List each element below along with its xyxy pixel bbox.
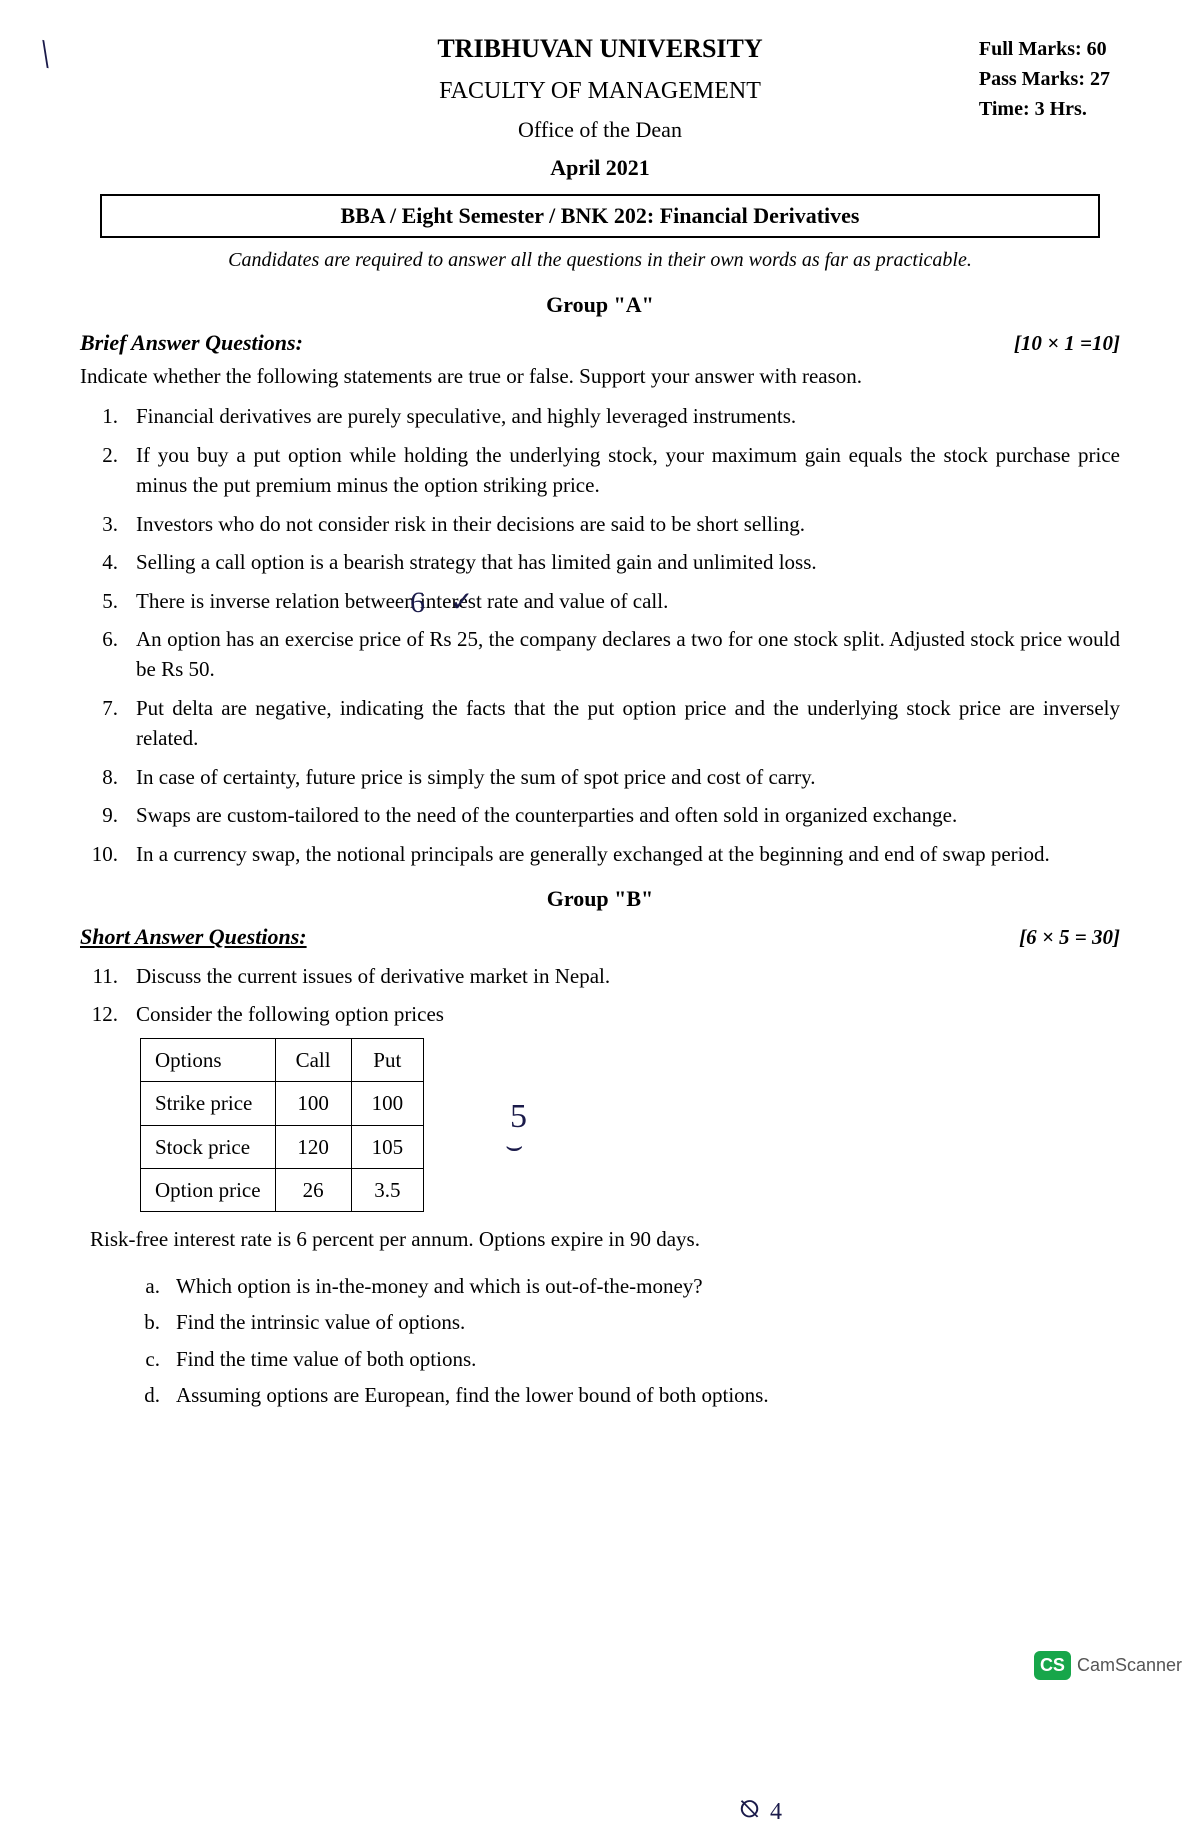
camscanner-text: CamScanner: [1077, 1655, 1182, 1676]
group-a-marks: [10 × 1 =10]: [1014, 328, 1120, 358]
table-cell: Call: [275, 1038, 351, 1081]
table-row: Stock price 120 105: [141, 1125, 424, 1168]
sub-text: Find the time value of both options.: [176, 1344, 476, 1374]
q-number: 10.: [90, 839, 118, 869]
q-text: Financial derivatives are purely specula…: [136, 401, 796, 431]
course-title-bar: BBA / Eight Semester / BNK 202: Financia…: [100, 194, 1100, 238]
list-item: 9. Swaps are custom-tailored to the need …: [90, 800, 1120, 830]
q-number: 9.: [90, 800, 118, 830]
group-a-note: Indicate whether the following statement…: [80, 361, 1120, 391]
q-text: There is inverse relation between intere…: [136, 586, 668, 616]
table-cell: 100: [351, 1082, 424, 1125]
q12-after-table-text: Risk-free interest rate is 6 percent per…: [90, 1224, 1120, 1254]
sub-letter: a.: [140, 1271, 160, 1301]
camscanner-badge-icon: CS: [1034, 1651, 1071, 1680]
sub-letter: b.: [140, 1307, 160, 1337]
table-cell: Options: [141, 1038, 276, 1081]
list-item: c. Find the time value of both options.: [140, 1344, 1120, 1374]
list-item: 5. There is inverse relation between inte…: [90, 586, 1120, 616]
q-text: Consider the following option prices: [136, 999, 444, 1029]
exam-page: TRIBHUVAN UNIVERSITY FACULTY OF MANAGEME…: [0, 0, 1200, 1461]
sub-letter: c.: [140, 1344, 160, 1374]
group-b-header-row: Short Answer Questions: [6 × 5 = 30]: [80, 921, 1120, 953]
q-number: 2.: [90, 440, 118, 501]
time-allowed: Time: 3 Hrs.: [979, 94, 1110, 124]
marks-box: Full Marks: 60 Pass Marks: 27 Time: 3 Hr…: [979, 34, 1110, 124]
handwritten-scribble-icon: 4: [770, 1795, 782, 1830]
table-row: Strike price 100 100: [141, 1082, 424, 1125]
list-item: 12. Consider the following option prices…: [90, 999, 1120, 1416]
handwritten-underline-icon: ⌣: [505, 1127, 523, 1168]
sub-text: Assuming options are European, find the …: [176, 1380, 769, 1410]
institution-name: TRIBHUVAN UNIVERSITY: [80, 30, 1120, 68]
sub-text: Find the intrinsic value of options.: [176, 1307, 465, 1337]
instruction-text: Candidates are required to answer all th…: [80, 246, 1120, 275]
list-item: 11. Discuss the current issues of deriva…: [90, 961, 1120, 991]
q-text: Discuss the current issues of derivative…: [136, 961, 610, 991]
q-number: 6.: [90, 624, 118, 685]
table-cell: Stock price: [141, 1125, 276, 1168]
short-answer-label: Short Answer Questions:: [80, 921, 307, 953]
exam-date: April 2021: [80, 152, 1120, 184]
group-a-header-row: Brief Answer Questions: [10 × 1 =10] 6 ✓: [80, 327, 1120, 359]
header-block: TRIBHUVAN UNIVERSITY FACULTY OF MANAGEME…: [80, 30, 1120, 184]
group-a-title: Group "A": [80, 289, 1120, 321]
pass-marks: Pass Marks: 27: [979, 64, 1110, 94]
handwritten-6: 6: [410, 581, 425, 625]
list-item: 6. An option has an exercise price of Rs …: [90, 624, 1120, 685]
table-cell: Strike price: [141, 1082, 276, 1125]
table-cell: 3.5: [351, 1169, 424, 1212]
list-item: 8. In case of certainty, future price is …: [90, 762, 1120, 792]
list-item: 3. Investors who do not consider risk in …: [90, 509, 1120, 539]
list-item: 4. Selling a call option is a bearish str…: [90, 547, 1120, 577]
q-text: In a currency swap, the notional princip…: [136, 839, 1050, 869]
q-text: Investors who do not consider risk in th…: [136, 509, 805, 539]
q-number: 11.: [90, 961, 118, 991]
full-marks: Full Marks: 60: [979, 34, 1110, 64]
list-item: 2. If you buy a put option while holding …: [90, 440, 1120, 501]
list-item: 7. Put delta are negative, indicating the…: [90, 693, 1120, 754]
office-name: Office of the Dean: [80, 114, 1120, 146]
q-text: Selling a call option is a bearish strat…: [136, 547, 817, 577]
q12-sublist: a. Which option is in-the-money and which…: [140, 1265, 1120, 1417]
q-text: If you buy a put option while holding th…: [136, 440, 1120, 501]
list-item: b. Find the intrinsic value of options.: [140, 1307, 1120, 1337]
q-number: 1.: [90, 401, 118, 431]
table-row: Options Call Put: [141, 1038, 424, 1081]
faculty-name: FACULTY OF MANAGEMENT: [80, 74, 1120, 109]
list-item: 1. Financial derivatives are purely specu…: [90, 401, 1120, 431]
q-number: 5.: [90, 586, 118, 616]
q-text: In case of certainty, future price is si…: [136, 762, 816, 792]
q-number: 3.: [90, 509, 118, 539]
q-text: An option has an exercise price of Rs 25…: [136, 624, 1120, 685]
table-cell: 100: [275, 1082, 351, 1125]
list-item: 10. In a currency swap, the notional prin…: [90, 839, 1120, 869]
table-cell: 105: [351, 1125, 424, 1168]
group-b-list: 11. Discuss the current issues of deriva…: [90, 961, 1120, 1417]
table-cell: Put: [351, 1038, 424, 1081]
table-cell: 26: [275, 1169, 351, 1212]
camscanner-watermark: CS CamScanner: [1034, 1651, 1182, 1680]
q-text: Swaps are custom-tailored to the need of…: [136, 800, 957, 830]
sub-text: Which option is in-the-money and which i…: [176, 1271, 703, 1301]
table-cell: Option price: [141, 1169, 276, 1212]
handwritten-scribble-icon: ⦰: [740, 1793, 759, 1828]
q-number: 7.: [90, 693, 118, 754]
group-b-marks: [6 × 5 = 30]: [1019, 922, 1120, 952]
q-number: 12.: [90, 999, 118, 1029]
list-item: a. Which option is in-the-money and which…: [140, 1271, 1120, 1301]
sub-letter: d.: [140, 1380, 160, 1410]
brief-answer-label: Brief Answer Questions:: [80, 327, 303, 359]
group-a-list: 1. Financial derivatives are purely specu…: [90, 401, 1120, 869]
table-row: Option price 26 3.5: [141, 1169, 424, 1212]
list-item: d. Assuming options are European, find th…: [140, 1380, 1120, 1410]
option-price-table: Options Call Put Strike price 100 100 St…: [140, 1038, 424, 1213]
q-number: 4.: [90, 547, 118, 577]
q-text: Put delta are negative, indicating the f…: [136, 693, 1120, 754]
table-cell: 120: [275, 1125, 351, 1168]
q-number: 8.: [90, 762, 118, 792]
group-b-title: Group "B": [80, 883, 1120, 915]
handwritten-tick-icon: ✓: [450, 583, 473, 624]
